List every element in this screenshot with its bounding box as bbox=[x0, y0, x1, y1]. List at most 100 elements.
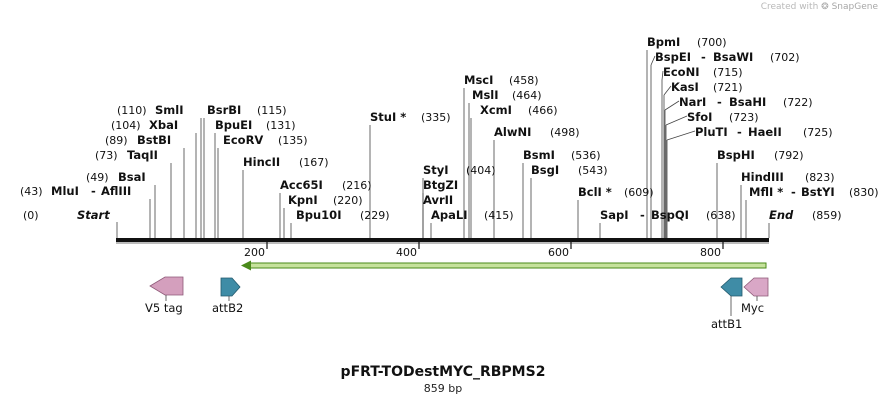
start-pos: (0) bbox=[23, 209, 39, 222]
site-bsawi: BsaWI bbox=[713, 50, 753, 64]
site-labels: (0) Start End (859) (43) MluI - AflIII (… bbox=[20, 35, 879, 222]
site-mlui-pos: (43) bbox=[20, 185, 43, 198]
site-mlui-sep: - bbox=[91, 184, 96, 198]
site-alwni-pos: (498) bbox=[550, 126, 580, 139]
site-apali-pos: (415) bbox=[484, 209, 514, 222]
dna-backbone bbox=[116, 238, 769, 242]
site-bspqi: BspQI bbox=[651, 208, 689, 222]
site-econi-pos: (715) bbox=[713, 66, 743, 79]
site-bpuei: BpuEI bbox=[215, 118, 252, 132]
ruler-label-800: 800 bbox=[700, 246, 721, 259]
site-bsgi-pos: (543) bbox=[578, 164, 608, 177]
site-xbai-pos: (104) bbox=[111, 119, 141, 132]
site-bpmi: BpmI bbox=[647, 35, 680, 49]
site-taqii: TaqII bbox=[127, 148, 158, 162]
site-ecorv-pos: (135) bbox=[278, 134, 308, 147]
site-leader-connector bbox=[661, 70, 664, 81]
site-kasi: KasI bbox=[671, 80, 699, 94]
site-xcmi-pos: (466) bbox=[528, 104, 558, 117]
site-bstbi-pos: (89) bbox=[105, 134, 128, 147]
site-alwni: AlwNI bbox=[494, 125, 531, 139]
site-sapi: SapI bbox=[600, 208, 629, 222]
myc-label: Myc bbox=[741, 301, 764, 315]
site-bsai: BsaI bbox=[118, 170, 146, 184]
credit-brand: SnapGene bbox=[831, 2, 878, 12]
site-bsrbi: BsrBI bbox=[207, 103, 241, 117]
site-kpni-pos: (220) bbox=[333, 194, 363, 207]
site-bspei-sep: - bbox=[701, 50, 706, 64]
site-msci: MscI bbox=[464, 73, 493, 87]
site-kpni: KpnI bbox=[288, 193, 318, 207]
site-sfoi: SfoI bbox=[687, 110, 712, 124]
site-bstbi: BstBI bbox=[137, 133, 171, 147]
site-stui-pos: (335) bbox=[421, 111, 451, 124]
ruler-ticks bbox=[266, 242, 724, 249]
site-mfli-sep: - bbox=[791, 185, 796, 199]
attb1-label: attB1 bbox=[711, 317, 742, 331]
site-hindiii-pos: (823) bbox=[805, 171, 835, 184]
site-pluti: PluTI bbox=[695, 125, 728, 139]
site-bcli-pos: (609) bbox=[624, 186, 654, 199]
site-bsai-pos: (49) bbox=[86, 171, 109, 184]
site-mlui: MluI bbox=[51, 184, 79, 198]
v5-tag-feature bbox=[149, 276, 184, 296]
orf-arrow-head bbox=[241, 260, 251, 271]
site-xcmi: XcmI bbox=[480, 103, 512, 117]
site-bsphi-pos: (792) bbox=[774, 149, 804, 162]
site-sapi-sep: - bbox=[640, 208, 645, 222]
site-bpu10i: Bpu10I bbox=[296, 208, 341, 222]
site-mfli-pos: (830) bbox=[849, 186, 879, 199]
plasmid-title: pFRT-TODestMYC_RBPMS2 bbox=[340, 364, 546, 380]
site-stui: StuI * bbox=[370, 110, 406, 124]
ruler-label-600: 600 bbox=[548, 246, 569, 259]
site-styi-pos: (404) bbox=[466, 164, 496, 177]
site-xbai: XbaI bbox=[149, 118, 178, 132]
site-afliii: AflIII bbox=[101, 184, 131, 198]
site-leader-connector bbox=[650, 55, 656, 66]
site-styi: StyI bbox=[423, 163, 449, 177]
site-avrii: AvrII bbox=[423, 193, 453, 207]
site-sfoi-pos: (723) bbox=[729, 111, 759, 124]
attb2-label: attB2 bbox=[212, 301, 243, 315]
site-bsgi: BsgI bbox=[531, 163, 559, 177]
site-sapi-pos: (638) bbox=[706, 209, 736, 222]
site-hincii-pos: (167) bbox=[299, 156, 329, 169]
site-haeii: HaeII bbox=[748, 125, 782, 139]
site-smli: SmlI bbox=[155, 103, 184, 117]
site-bpmi-pos: (700) bbox=[697, 36, 727, 49]
site-pluti-pos: (725) bbox=[803, 126, 833, 139]
site-bsmi-pos: (536) bbox=[571, 149, 601, 162]
site-nari: NarI bbox=[679, 95, 706, 109]
site-nari-pos: (722) bbox=[783, 96, 813, 109]
start-label: Start bbox=[77, 208, 110, 222]
end-pos: (859) bbox=[812, 209, 842, 222]
site-acc65i-pos: (216) bbox=[342, 179, 372, 192]
site-bspei: BspEI bbox=[655, 50, 691, 64]
site-msci-pos: (458) bbox=[509, 74, 539, 87]
site-bspei-pos: (702) bbox=[770, 51, 800, 64]
site-nari-sep: - bbox=[717, 95, 722, 109]
site-econi: EcoNI bbox=[663, 65, 699, 79]
site-bsahi: BsaHI bbox=[729, 95, 766, 109]
snapgene-logo-icon: ❂ bbox=[821, 2, 829, 12]
site-bcli: BclI * bbox=[578, 185, 612, 199]
plasmid-length: 859 bp bbox=[423, 382, 463, 395]
ruler-label-400: 400 bbox=[396, 246, 417, 259]
site-ecorv: EcoRV bbox=[223, 133, 263, 147]
orf-arrow-body bbox=[249, 262, 767, 269]
site-taqii-pos: (73) bbox=[95, 149, 118, 162]
site-leader-connector bbox=[663, 85, 672, 96]
site-msli-pos: (464) bbox=[512, 89, 542, 102]
site-bsphi: BspHI bbox=[717, 148, 755, 162]
site-mfli: MflI * bbox=[749, 185, 783, 199]
site-pluti-sep: - bbox=[737, 125, 742, 139]
site-leader-connector bbox=[664, 100, 680, 111]
credit-prefix: Created with bbox=[760, 2, 819, 12]
site-bstyi: BstYI bbox=[801, 185, 835, 199]
site-kasi-pos: (721) bbox=[713, 81, 743, 94]
site-acc65i: Acc65I bbox=[280, 178, 323, 192]
site-hindiii: HindIII bbox=[741, 170, 784, 184]
site-leader-connector bbox=[665, 115, 688, 126]
site-bpu10i-pos: (229) bbox=[360, 209, 390, 222]
